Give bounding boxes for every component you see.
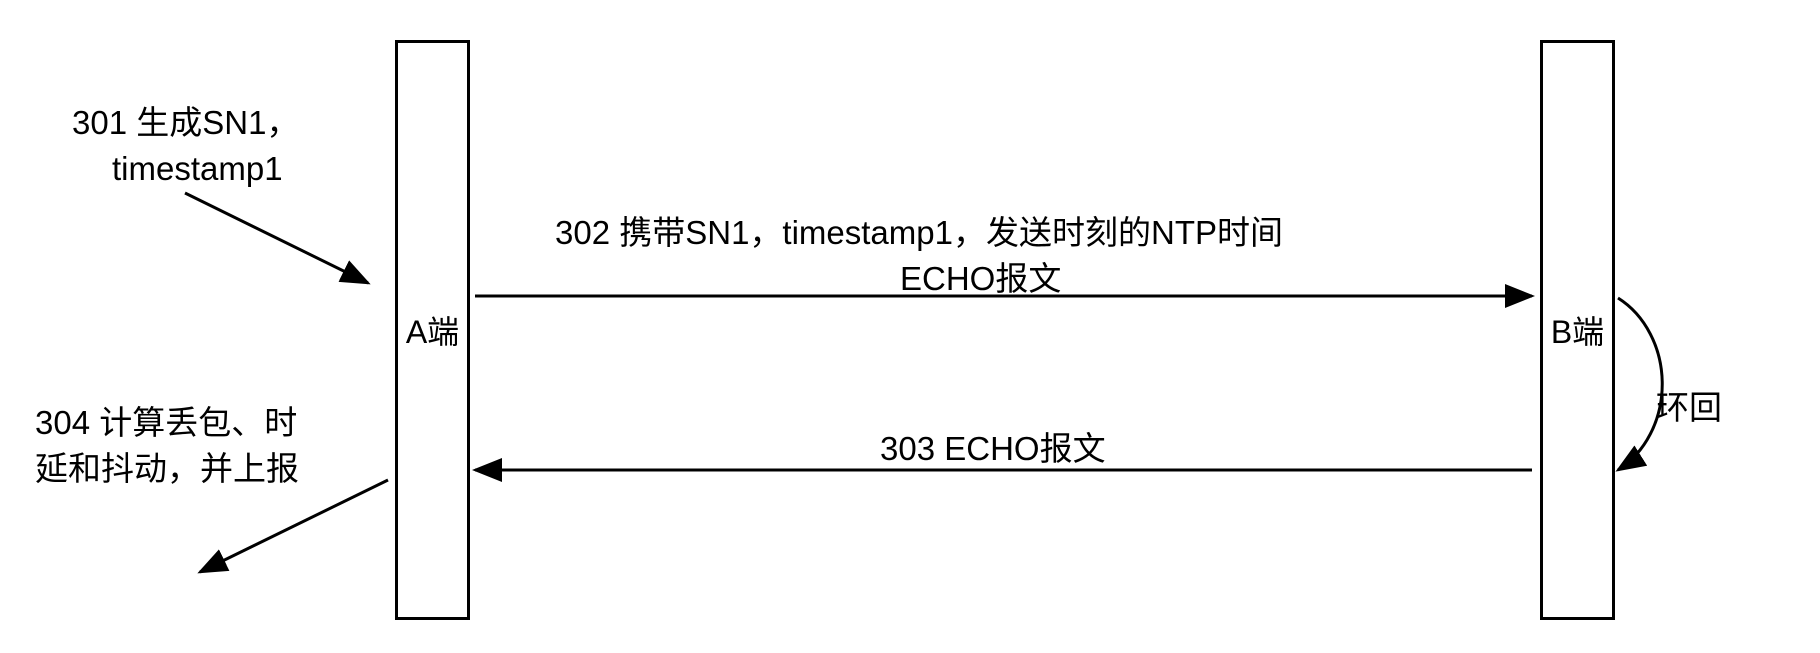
step-302-label: 302 携带SN1，timestamp1，发送时刻的NTP时间 ECHO报文 [555, 210, 1283, 302]
step-303-label: 303 ECHO报文 [880, 426, 1106, 472]
step-301-line1: 301 生成SN1， [72, 104, 299, 141]
step-301-label: 301 生成SN1， timestamp1 [72, 100, 299, 192]
endpoint-a-label: A端 [406, 307, 459, 353]
step-301-line2: timestamp1 [72, 150, 283, 187]
step-302-line1: 302 携带SN1，timestamp1，发送时刻的NTP时间 [555, 214, 1283, 251]
step-304-line1: 304 计算丢包、时 [35, 404, 297, 441]
endpoint-b-box: B端 [1540, 40, 1615, 620]
step-301-arrow [185, 193, 368, 283]
endpoint-a-box: A端 [395, 40, 470, 620]
loopback-arc [1618, 298, 1662, 470]
step-303-text: 303 ECHO报文 [880, 430, 1106, 467]
step-302-line2: ECHO报文 [900, 256, 1061, 302]
endpoint-b-label: B端 [1551, 307, 1604, 353]
step-304-label: 304 计算丢包、时 延和抖动，并上报 [35, 400, 299, 492]
loopback-text: 环回 [1656, 389, 1722, 426]
step-304-arrow [200, 480, 388, 572]
step-304-line2: 延和抖动，并上报 [35, 450, 299, 487]
loopback-label: 环回 [1656, 385, 1722, 431]
